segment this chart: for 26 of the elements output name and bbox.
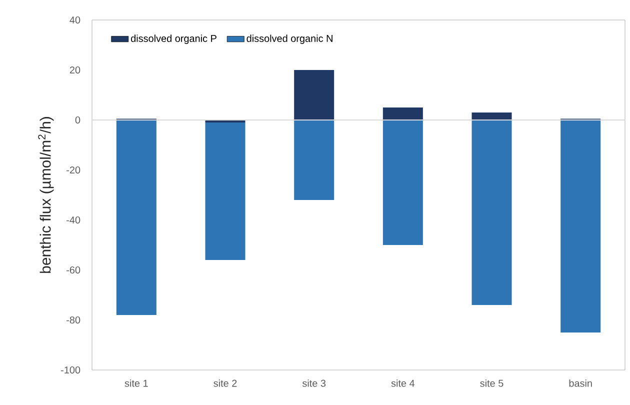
bar [560,120,601,332]
y-tick-label: -100 [61,366,80,374]
x-tick-label: site 4 [391,380,415,387]
bar [472,120,512,305]
y-tick-label: -20 [66,166,80,174]
y-tick-label: 20 [70,66,80,74]
y-tick-label: -60 [66,266,80,274]
x-tick-label: site 5 [480,380,504,387]
bar [205,122,246,260]
x-tick-label: site 3 [302,380,326,387]
bar [382,120,423,245]
bar [294,120,334,200]
bar [472,112,512,120]
x-tick-label: site 1 [124,380,148,387]
x-tick-label: site 2 [214,380,237,387]
legend-label: dissolved organic P [131,34,216,44]
y-axis-title: benthic flux (µmol/m$^{2}$/h) [38,117,54,273]
bar [116,120,156,315]
y-tick-label: 40 [70,16,80,24]
legend-label: dissolved organic N [246,34,332,44]
x-tick-label: basin [569,380,592,387]
bar [382,107,423,120]
y-tick-label: 0 [75,116,80,124]
bar [294,70,334,120]
y-tick-label: -40 [66,216,80,224]
y-tick-label: -80 [66,316,80,324]
